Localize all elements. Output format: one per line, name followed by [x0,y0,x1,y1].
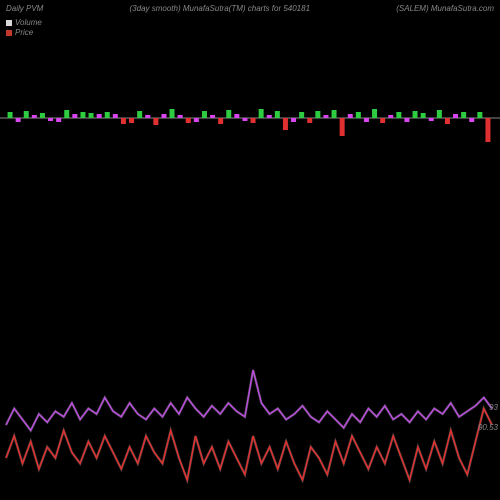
upper-series-end-label: 93 [489,403,498,412]
chart-svg [0,0,500,500]
chart-canvas [0,0,500,500]
lower-series-end-label: 90.53 [478,423,498,432]
